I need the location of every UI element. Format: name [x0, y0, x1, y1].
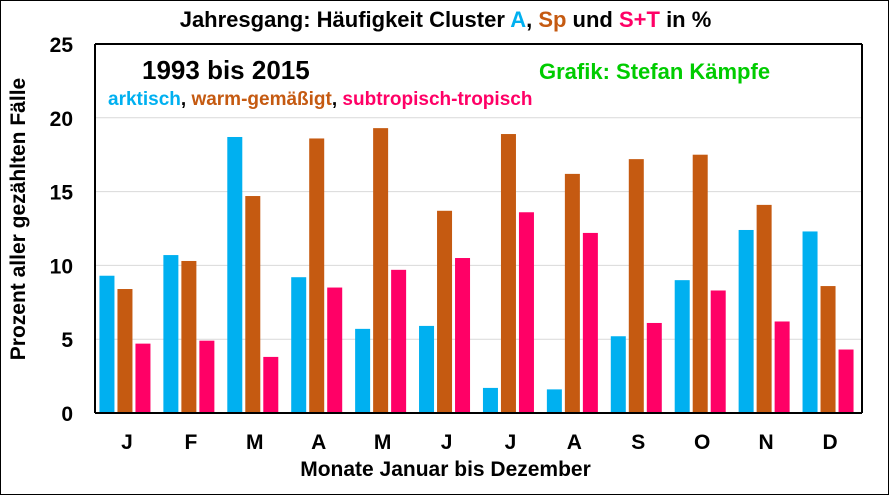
bar-subtropischtropisch	[646, 322, 662, 413]
legend-warm: warm-gemäßigt	[191, 89, 332, 110]
bar-warmgemigt	[692, 154, 708, 413]
bar-arktisch	[355, 328, 371, 413]
legend-subtrop: subtropisch-tropisch	[342, 89, 533, 110]
bar-arktisch	[99, 275, 115, 413]
x-tick-label: J	[441, 431, 453, 454]
x-tick-label: F	[184, 431, 197, 454]
bar-warmgemigt	[628, 159, 644, 413]
title-cluster-a: A	[510, 7, 527, 32]
bar-warmgemigt	[820, 286, 836, 413]
x-axis-label: Monate Januar bis Dezember	[300, 458, 591, 481]
x-tick-label: S	[631, 431, 645, 454]
y-tick-label: 5	[61, 329, 73, 352]
bar-arktisch	[610, 336, 626, 413]
bar-arktisch	[291, 277, 307, 413]
bar-warmgemigt	[309, 138, 325, 414]
x-tick-label: J	[505, 431, 517, 454]
bar-warmgemigt	[373, 128, 389, 413]
bar-arktisch	[163, 255, 179, 413]
x-tick-label: D	[822, 431, 837, 454]
bar-arktisch	[419, 325, 435, 413]
legend-arktisch: arktisch	[108, 89, 181, 110]
x-tick-label: M	[374, 431, 392, 454]
credit-label: Grafik: Stefan Kämpfe	[539, 59, 771, 84]
y-tick-label: 15	[50, 182, 74, 205]
title-suffix: in %	[659, 7, 712, 32]
x-tick-label: A	[567, 431, 582, 454]
series-legend: arktisch, warm-gemäßigt, subtropisch-tro…	[108, 89, 532, 111]
bar-warmgemigt	[245, 196, 261, 413]
bar-arktisch	[674, 280, 690, 413]
chart-title: Jahresgang: Häufigkeit Cluster A, Sp und…	[1, 7, 889, 33]
y-tick-label: 25	[50, 34, 74, 57]
bar-subtropischtropisch	[263, 356, 279, 413]
bar-subtropischtropisch	[582, 232, 598, 413]
legend-comma: ,	[331, 89, 343, 110]
x-tick-label: O	[694, 431, 710, 454]
bar-warmgemigt	[564, 173, 580, 413]
legend-comma: ,	[180, 89, 192, 110]
bar-arktisch	[738, 229, 754, 413]
y-tick-label: 10	[50, 255, 73, 278]
bar-warmgemigt	[117, 289, 133, 413]
bar-subtropischtropisch	[710, 290, 726, 413]
bar-arktisch	[802, 231, 818, 413]
title-cluster-sp: Sp	[538, 7, 567, 32]
x-tick-label: M	[246, 431, 264, 454]
title-prefix: Jahresgang: Häufigkeit Cluster	[179, 7, 511, 32]
period-label: 1993 bis 2015	[142, 55, 310, 85]
bar-subtropischtropisch	[327, 287, 343, 413]
bar-subtropischtropisch	[838, 349, 854, 413]
bar-subtropischtropisch	[391, 269, 407, 413]
y-tick-label: 20	[50, 108, 73, 131]
bar-subtropischtropisch	[135, 343, 151, 413]
x-tick-label: N	[759, 431, 774, 454]
title-cluster-st: S+T	[618, 7, 660, 32]
y-axis-label-text: Prozent aller gezählten Fälle	[7, 77, 30, 361]
bar-warmgemigt	[437, 210, 453, 413]
title-sep: ,	[526, 7, 539, 32]
bar-arktisch	[227, 136, 243, 413]
bar-warmgemigt	[181, 260, 197, 413]
bar-subtropischtropisch	[774, 321, 790, 413]
bar-arktisch	[546, 389, 562, 413]
bar-subtropischtropisch	[199, 340, 215, 413]
bar-subtropischtropisch	[518, 212, 534, 413]
bar-arktisch	[482, 387, 498, 413]
bar-warmgemigt	[756, 204, 772, 413]
bar-subtropischtropisch	[455, 258, 471, 413]
title-und: und	[566, 7, 619, 32]
bar-warmgemigt	[500, 134, 516, 413]
y-tick-label: 0	[61, 403, 73, 426]
x-tick-label: A	[311, 431, 326, 454]
x-tick-label: J	[121, 431, 133, 454]
